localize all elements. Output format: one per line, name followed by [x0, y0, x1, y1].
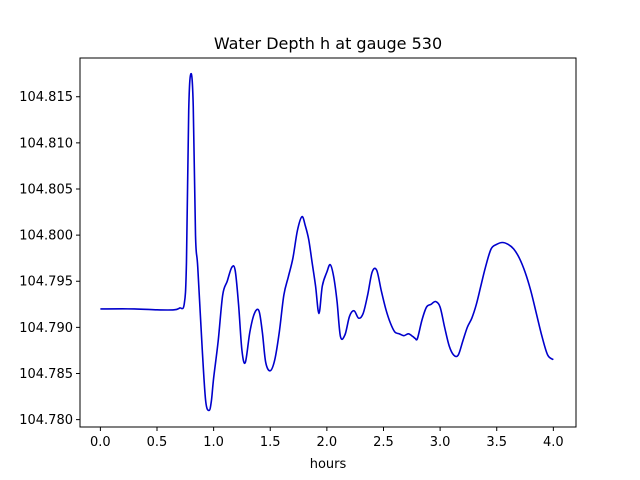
y-tick-label: 104.790 — [19, 321, 73, 336]
x-tick-label: 2.5 — [373, 435, 394, 450]
x-axis: 0.0 0.5 1.0 1.5 2.0 2.5 3.0 3.5 4.0 — [90, 427, 564, 450]
chart-title: Water Depth h at gauge 530 — [214, 34, 442, 53]
x-axis-label: hours — [310, 457, 347, 472]
x-tick-label: 1.5 — [260, 435, 281, 450]
x-tick-label: 0.0 — [90, 435, 111, 450]
x-tick-label: 3.0 — [430, 435, 451, 450]
y-tick-label: 104.795 — [19, 275, 73, 290]
y-tick-label: 104.805 — [19, 182, 73, 197]
y-axis: 104.780 104.785 104.790 104.795 104.800 104.8… — [19, 90, 80, 428]
y-tick-label: 104.800 — [19, 229, 73, 244]
y-tick-label: 104.810 — [19, 136, 73, 151]
x-tick-label: 2.0 — [317, 435, 338, 450]
plot-frame — [79, 57, 577, 428]
plot-area — [100, 72, 554, 412]
x-tick-label: 3.5 — [486, 435, 507, 450]
x-tick-label: 0.5 — [147, 435, 168, 450]
y-tick-label: 104.785 — [19, 367, 73, 382]
x-tick-label: 1.0 — [203, 435, 224, 450]
series-line-water-depth — [100, 72, 554, 412]
y-tick-label: 104.780 — [19, 413, 73, 428]
y-tick-label: 104.815 — [19, 90, 73, 105]
x-tick-label: 4.0 — [543, 435, 564, 450]
